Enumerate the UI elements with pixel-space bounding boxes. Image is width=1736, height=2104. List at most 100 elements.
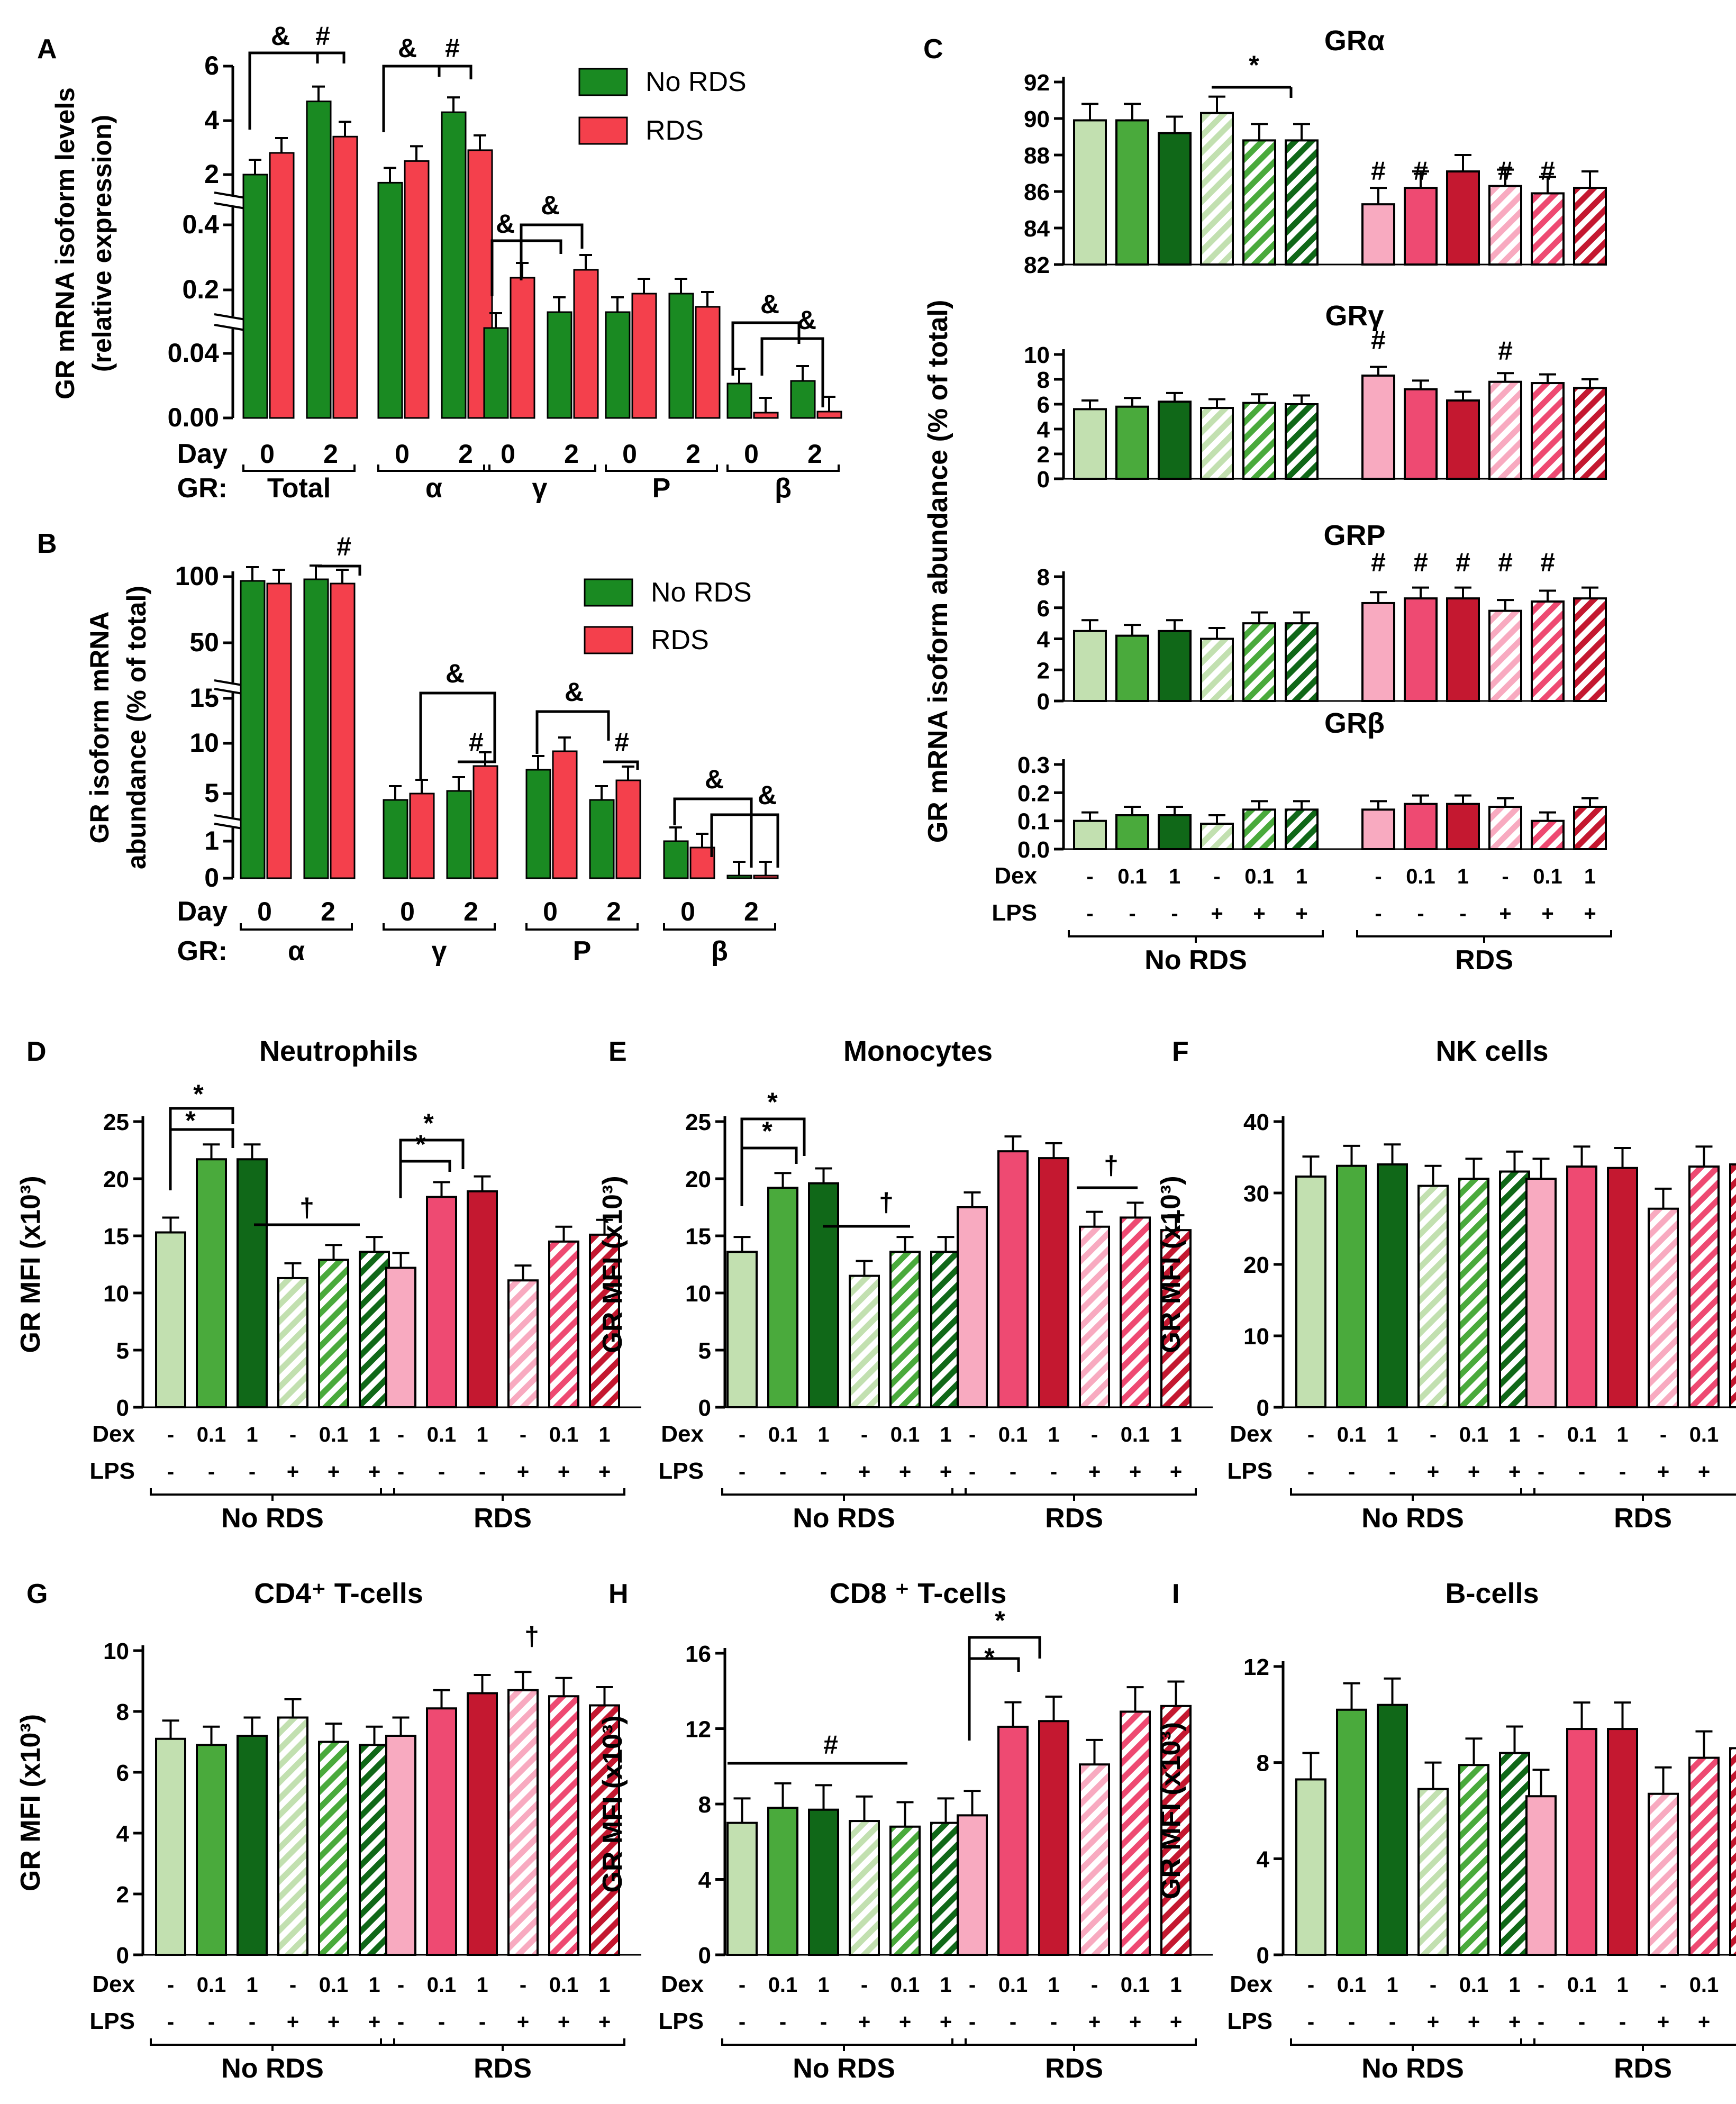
- panel-title: GRα: [1324, 25, 1385, 57]
- nords-bar: [1200, 637, 1234, 702]
- rds-bar: [1488, 380, 1522, 480]
- dex-value: -: [520, 1423, 526, 1446]
- sig-star: *: [984, 1643, 995, 1672]
- dex-value: 0.1: [890, 1423, 920, 1446]
- sig-bracket: [248, 51, 312, 130]
- isoform-label: α: [425, 473, 442, 504]
- sig-hash: #: [315, 21, 330, 51]
- group-bracket: [380, 1488, 625, 1501]
- dex-value: 1: [246, 1423, 258, 1446]
- dex-label: Dex: [994, 863, 1037, 889]
- y-tick-label: 10: [685, 1281, 711, 1307]
- panel-letter-c: C: [923, 34, 943, 65]
- dex-value: -: [1538, 1423, 1544, 1446]
- sig-bracket: [673, 797, 753, 868]
- lps-label: LPS: [1227, 2008, 1273, 2034]
- y-tick-label: 4: [204, 105, 219, 135]
- sig-hash: #: [614, 727, 629, 757]
- lps-label: LPS: [89, 2008, 135, 2034]
- rds-bar: [631, 293, 657, 419]
- dex-value: -: [861, 1973, 868, 1997]
- lps-value: -: [1010, 2010, 1016, 2034]
- panel-letter: I: [1172, 1579, 1179, 1609]
- lps-value: +: [558, 2010, 570, 2034]
- rds-bar: [957, 1814, 988, 1956]
- rds-bar: [1729, 1747, 1736, 1956]
- no-rds-bar: [663, 840, 689, 879]
- y-tick-label: 4: [1257, 1846, 1270, 1872]
- dex-value: -: [1538, 1973, 1544, 1997]
- day-value: 2: [744, 897, 759, 926]
- dex-value: 0.1: [998, 1973, 1028, 1997]
- dex-label: Dex: [1230, 1971, 1273, 1997]
- lps-value: +: [1170, 2010, 1182, 2034]
- nords-bar: [359, 1251, 390, 1408]
- rds-bar: [1361, 808, 1395, 851]
- y-tick-label: 50: [189, 627, 219, 657]
- sig-bracket: [968, 1636, 1041, 1659]
- sig-bracket: [490, 239, 562, 296]
- sig-hash: #: [1498, 336, 1513, 366]
- day-value: 2: [564, 439, 579, 469]
- dex-value: 0.1: [1337, 1973, 1367, 1997]
- gr-label: GR:: [177, 473, 228, 504]
- y-tick-label: 6: [1037, 596, 1050, 622]
- panel-title: Neutrophils: [259, 1035, 418, 1067]
- day-bracket: [525, 923, 639, 931]
- nords-bar: [1458, 1764, 1489, 1956]
- dex-value: 0.1: [197, 1423, 226, 1446]
- group-bracket: [1520, 2038, 1736, 2051]
- sig-star: *: [767, 1087, 778, 1117]
- nords-bar: [1285, 139, 1319, 266]
- nords-bar: [767, 1187, 798, 1409]
- dex-value: 1: [1386, 1423, 1398, 1446]
- dex-value: 0.1: [768, 1423, 798, 1446]
- rds-bar: [1404, 597, 1438, 702]
- dex-value: 0.1: [1406, 865, 1435, 888]
- sig-bracket: [520, 223, 584, 280]
- group-bracket: [1068, 930, 1324, 943]
- no-rds-bar: [242, 174, 268, 419]
- day-bracket: [663, 923, 776, 931]
- legend-swatch-rds: [584, 626, 633, 654]
- rds-bar: [1404, 803, 1438, 850]
- dex-label: Dex: [92, 1421, 135, 1447]
- y-axis-label: abundance (% of total): [122, 586, 151, 869]
- lps-value: +: [1657, 2010, 1669, 2034]
- group-bracket: [721, 1488, 967, 1501]
- group-label: No RDS: [221, 1503, 324, 1534]
- rds-bar: [1531, 192, 1565, 266]
- rds-bar: [1361, 602, 1395, 702]
- y-tick-label: 2: [1037, 658, 1050, 684]
- nords-bar: [1336, 1708, 1367, 1956]
- sig-star: *: [1249, 50, 1259, 80]
- nords-bar: [1115, 814, 1149, 850]
- lps-value: -: [1417, 902, 1424, 925]
- lps-value: +: [1427, 1460, 1439, 1483]
- group-bracket: [150, 2038, 395, 2051]
- sig-hash: #: [1371, 156, 1386, 186]
- lps-value: -: [1348, 2010, 1355, 2034]
- y-tick-label: 12: [685, 1717, 711, 1743]
- lps-value: -: [1307, 1460, 1314, 1483]
- sig-bracket: [169, 1107, 234, 1130]
- sig-bracket: [740, 1117, 806, 1156]
- sig-star: *: [415, 1130, 426, 1159]
- group-bracket: [150, 1488, 395, 1501]
- rds-bar: [1648, 1207, 1679, 1408]
- y-tick-label: 4: [116, 1821, 130, 1847]
- nords-bar: [1377, 1704, 1408, 1956]
- y-tick-label: 92: [1024, 70, 1050, 96]
- y-axis-label: GR MFI (x10³): [1156, 1176, 1186, 1353]
- rds-bar: [1607, 1728, 1638, 1956]
- nords-bar: [1458, 1178, 1489, 1408]
- lps-value: -: [1578, 2010, 1585, 2034]
- rds-bar: [615, 779, 641, 879]
- rds-bar: [1531, 819, 1565, 850]
- lps-value: +: [1088, 1460, 1101, 1483]
- lps-value: -: [1307, 2010, 1314, 2034]
- rds-bar: [1573, 387, 1607, 480]
- rds-bar: [552, 750, 578, 879]
- dex-value: -: [739, 1423, 746, 1446]
- rds-bar: [548, 1240, 579, 1409]
